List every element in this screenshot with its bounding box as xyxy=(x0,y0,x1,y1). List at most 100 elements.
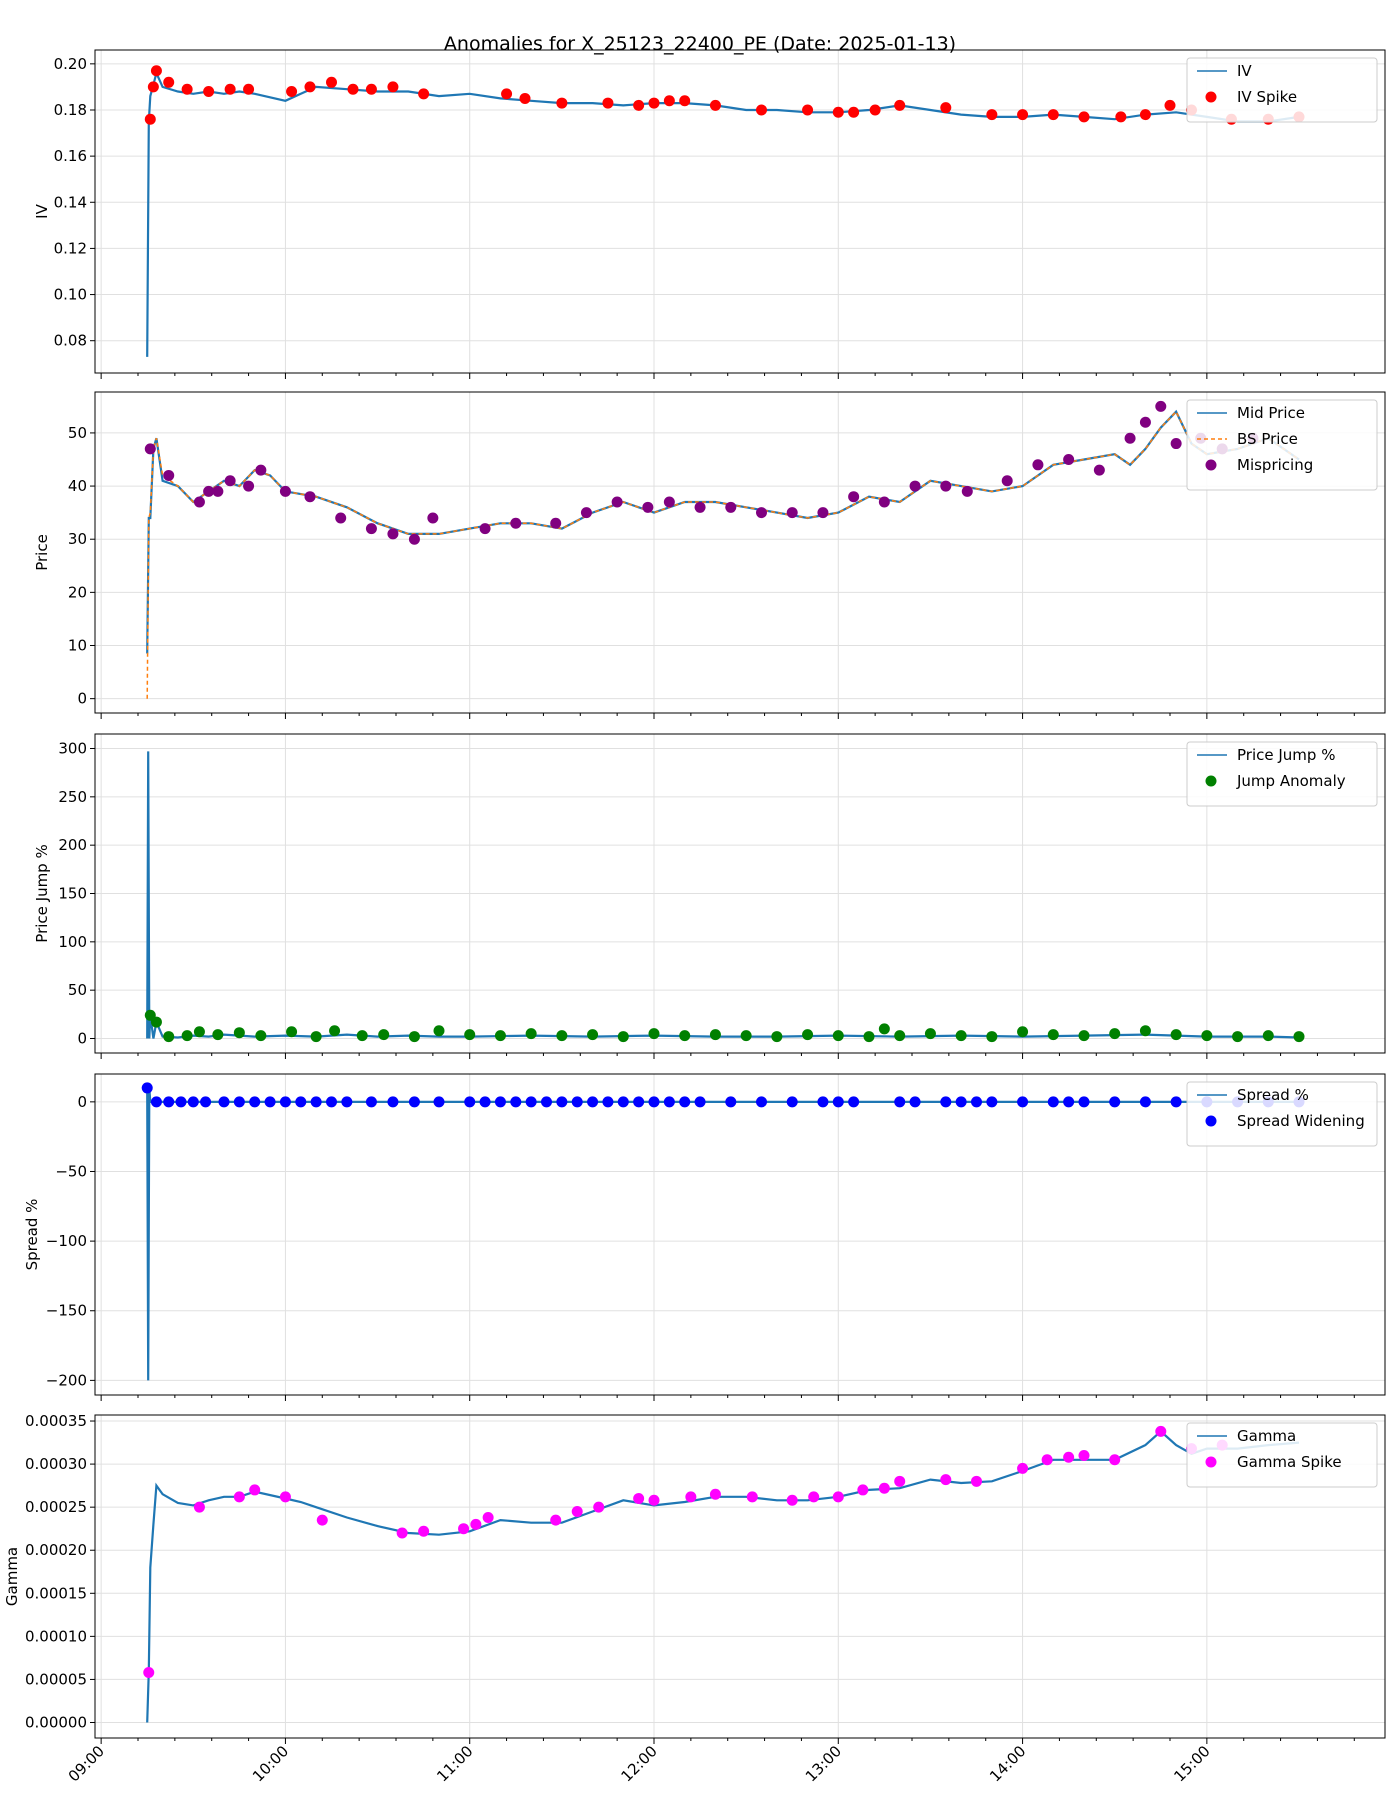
point-mispricing xyxy=(203,485,215,497)
point-iv-spike xyxy=(679,95,691,107)
point-gamma-spike xyxy=(482,1511,494,1523)
chart-panels: 0.08 0.10 0.12 0.14 0.16 0.18 0.20 IV IV IV Spike… xyxy=(3,49,1386,1785)
y-tick-label: 0 xyxy=(77,1093,87,1111)
point-jump-anomaly xyxy=(986,1031,998,1043)
point-gamma-spike xyxy=(786,1494,798,1506)
point-jump-anomaly xyxy=(1201,1030,1213,1042)
x-tick-label: 12:00 xyxy=(618,1742,661,1785)
y-tick-label: −100 xyxy=(46,1232,87,1250)
point-iv-spike xyxy=(181,83,193,95)
point-mispricing xyxy=(365,523,377,535)
y-tick-label: 0.00005 xyxy=(25,1670,87,1688)
y-tick-label: 100 xyxy=(58,933,87,951)
point-spread-widening xyxy=(510,1096,522,1108)
point-gamma-spike xyxy=(418,1525,430,1537)
legend-label: Mispricing xyxy=(1237,456,1313,474)
point-spread-widening xyxy=(725,1096,737,1108)
point-iv-spike xyxy=(150,65,162,77)
point-iv-spike xyxy=(648,97,660,109)
series-mid-price xyxy=(146,409,1300,654)
point-spread-widening xyxy=(617,1096,629,1108)
point-iv-spike xyxy=(986,109,998,121)
legend-marker xyxy=(1205,1115,1217,1127)
y-tick-label: −50 xyxy=(55,1162,87,1180)
y-tick-label: 0 xyxy=(77,1030,87,1048)
point-spread-widening xyxy=(587,1096,599,1108)
point-spread-widening xyxy=(694,1096,706,1108)
point-iv-spike xyxy=(1078,111,1090,123)
point-spread-widening xyxy=(326,1096,337,1108)
y-tick-label: 0.00015 xyxy=(25,1584,87,1602)
point-iv-spike xyxy=(633,99,645,111)
y-tick-label: 50 xyxy=(68,981,87,999)
point-gamma-spike xyxy=(1078,1449,1090,1461)
point-jump-anomaly xyxy=(1293,1031,1305,1043)
point-jump-anomaly xyxy=(408,1031,420,1043)
point-mispricing xyxy=(1170,438,1182,450)
point-spread-widening xyxy=(955,1096,967,1108)
point-spread-widening xyxy=(150,1096,162,1108)
point-iv-spike xyxy=(144,113,156,125)
y-tick-label: 0.00000 xyxy=(25,1713,87,1731)
point-gamma-spike xyxy=(633,1493,645,1505)
point-spread-widening xyxy=(141,1082,153,1094)
panel-price: 0 10 20 30 40 50 Price Mid Price BS Price Mispric… xyxy=(33,391,1386,719)
legend-marker xyxy=(1205,1456,1217,1468)
point-spread-widening xyxy=(1063,1096,1075,1108)
point-iv-spike xyxy=(1047,109,1059,121)
point-spread-widening xyxy=(648,1096,660,1108)
legend: Mid Price BS Price Mispricing xyxy=(1186,399,1378,491)
point-jump-anomaly xyxy=(286,1026,298,1038)
point-jump-anomaly xyxy=(1139,1025,1151,1037)
point-gamma-spike xyxy=(593,1501,605,1513)
point-spread-widening xyxy=(986,1096,998,1108)
point-spread-widening xyxy=(909,1096,921,1108)
legend-label: Spread % xyxy=(1237,1086,1309,1104)
point-spread-widening xyxy=(556,1096,568,1108)
series-price-jump- xyxy=(146,751,1300,1039)
point-jump-anomaly xyxy=(1047,1029,1059,1041)
panel-iv: 0.08 0.10 0.12 0.14 0.16 0.18 0.20 IV IV IV Spike xyxy=(33,49,1386,379)
point-gamma-spike xyxy=(746,1491,758,1503)
point-mispricing xyxy=(1093,464,1105,476)
legend-label: Gamma Spike xyxy=(1237,1453,1342,1471)
point-iv-spike xyxy=(347,83,359,95)
point-jump-anomaly xyxy=(525,1028,537,1040)
point-mispricing xyxy=(663,496,675,508)
y-axis-label: Price Jump % xyxy=(33,844,51,942)
point-gamma-spike xyxy=(143,1667,155,1679)
point-iv-spike xyxy=(365,83,377,95)
point-gamma-spike xyxy=(279,1491,291,1503)
series-bs-price xyxy=(146,410,1300,699)
point-iv-spike xyxy=(203,86,215,98)
legend-label: Mid Price xyxy=(1237,404,1305,422)
y-tick-label: 20 xyxy=(68,583,87,601)
point-gamma-spike xyxy=(1109,1454,1121,1466)
plot-frame xyxy=(94,1414,1386,1739)
point-iv-spike xyxy=(869,104,881,116)
point-gamma-spike xyxy=(316,1514,328,1526)
point-gamma-spike xyxy=(249,1484,261,1496)
legend-marker xyxy=(1205,91,1217,103)
point-spread-widening xyxy=(525,1096,537,1108)
y-tick-label: 0.18 xyxy=(54,101,87,119)
point-jump-anomaly xyxy=(1109,1028,1121,1040)
point-mispricing xyxy=(848,491,860,503)
point-iv-spike xyxy=(418,88,430,100)
point-jump-anomaly xyxy=(894,1030,906,1042)
point-jump-anomaly xyxy=(464,1029,476,1041)
point-jump-anomaly xyxy=(181,1030,193,1042)
legend-marker xyxy=(1205,775,1217,787)
point-mispricing xyxy=(1155,400,1167,412)
point-jump-anomaly xyxy=(709,1029,721,1041)
point-spread-widening xyxy=(602,1096,614,1108)
y-tick-label: 40 xyxy=(68,477,87,495)
point-mispricing xyxy=(510,517,522,529)
point-mispricing xyxy=(479,523,491,535)
point-spread-widening xyxy=(494,1096,506,1108)
point-gamma-spike xyxy=(1017,1462,1029,1474)
point-gamma-spike xyxy=(971,1475,982,1487)
legend-box xyxy=(1186,741,1378,807)
point-spread-widening xyxy=(1078,1096,1090,1108)
